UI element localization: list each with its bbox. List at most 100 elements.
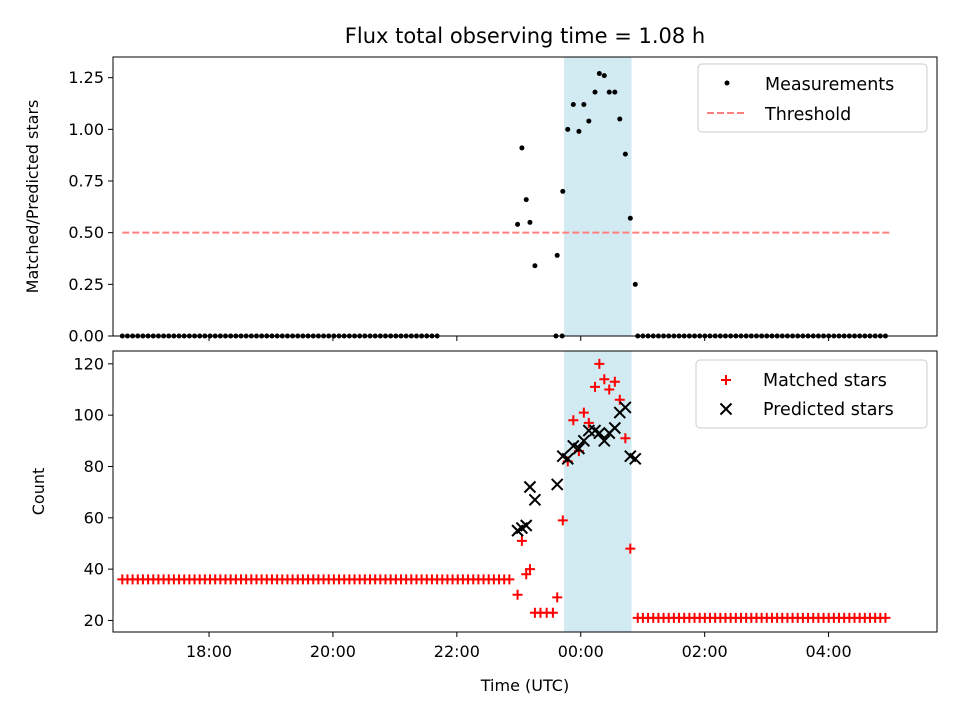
star-count-marks bbox=[117, 358, 891, 623]
matched-star-point bbox=[552, 592, 563, 603]
matched-star-point bbox=[880, 612, 891, 623]
measurement-point bbox=[592, 89, 598, 95]
predicted-star-point bbox=[561, 452, 574, 465]
predicted-star-point bbox=[608, 421, 622, 435]
matched-star-point bbox=[625, 543, 636, 554]
flux-ratio-y-tick-label: 0.25 bbox=[68, 275, 104, 294]
matched-star-point bbox=[504, 574, 515, 585]
matched-star-point bbox=[557, 515, 568, 526]
measurement-point bbox=[519, 145, 525, 151]
star-count-x-tick-label: 20:00 bbox=[310, 642, 356, 661]
measurement-point bbox=[523, 197, 529, 203]
measurement-point bbox=[632, 281, 638, 287]
measurement-point bbox=[515, 221, 521, 227]
flux-ratio-y-tick-label: 1.00 bbox=[68, 120, 104, 139]
measurement-point bbox=[570, 102, 576, 108]
star-count-legend-box bbox=[695, 359, 928, 429]
star-count-axes-frame bbox=[112, 350, 938, 633]
predicted-star-point bbox=[629, 452, 642, 465]
matched-star-point bbox=[604, 384, 615, 395]
observing-window-shade-top bbox=[564, 57, 632, 336]
matched-star-point bbox=[599, 374, 610, 385]
measurement-point bbox=[581, 102, 587, 108]
predicted-star-point bbox=[598, 434, 611, 448]
predicted-star-point bbox=[551, 478, 564, 491]
measurement-point bbox=[532, 263, 538, 269]
predicted-star-point bbox=[523, 480, 537, 494]
legend-threshold-label: Threshold bbox=[764, 105, 851, 125]
flux-ratio-y-tick-label: 0.75 bbox=[68, 172, 104, 191]
star-count-y-tick-label: 100 bbox=[73, 406, 104, 425]
flux-ratio-y-axis-label: Matched/Predicted stars bbox=[23, 100, 42, 294]
flux-ratio-y-tick-label: 0.50 bbox=[68, 223, 104, 242]
measurement-point bbox=[622, 151, 628, 157]
flux-ratio-legend-box bbox=[697, 63, 928, 133]
matched-star-point bbox=[547, 607, 558, 618]
measurement-point bbox=[576, 128, 582, 134]
legend-x-symbol bbox=[719, 402, 733, 416]
predicted-star-point bbox=[619, 401, 632, 414]
star-count-panel: 20 40 60 80 100 120 18:00 20:00 22:00 00:00 02:00… bbox=[29, 350, 938, 695]
matched-star-point bbox=[594, 358, 605, 369]
flux-ratio-x-ticks bbox=[208, 336, 830, 341]
time-x-axis-label: Time (UTC) bbox=[480, 676, 569, 695]
matched-star-point bbox=[568, 415, 579, 426]
measurement-point bbox=[565, 126, 571, 132]
matched-star-point bbox=[583, 417, 594, 428]
predicted-star-point bbox=[520, 519, 533, 532]
measurement-point bbox=[554, 252, 560, 258]
star-count-x-tick-label: 04:00 bbox=[806, 642, 852, 661]
matched-star-point bbox=[590, 381, 601, 392]
star-count-x-tick-label: 22:00 bbox=[434, 642, 480, 661]
matched-star-point bbox=[521, 569, 532, 580]
matched-star-point bbox=[609, 376, 620, 387]
flux-ratio-axes-frame bbox=[112, 56, 938, 337]
star-count-y-ticks: 20 40 60 80 100 120 bbox=[73, 354, 113, 630]
measurement-point bbox=[601, 73, 607, 79]
star-count-y-tick-label: 80 bbox=[84, 457, 104, 476]
matched-star-point bbox=[512, 589, 523, 600]
star-count-x-ticks: 18:00 20:00 22:00 00:00 02:00 04:00 bbox=[186, 632, 852, 661]
flux-ratio-legend: Measurements Threshold bbox=[697, 63, 928, 133]
measurement-point bbox=[527, 219, 533, 225]
legend-matched-stars-marker bbox=[721, 375, 731, 385]
predicted-star-point bbox=[577, 434, 591, 448]
chart-title: Flux total observing time = 1.08 h bbox=[345, 24, 705, 48]
star-count-x-tick-label: 00:00 bbox=[558, 642, 604, 661]
matched-star-point bbox=[578, 407, 589, 418]
measurement-point bbox=[596, 71, 602, 77]
legend-plus-symbol bbox=[721, 375, 731, 385]
predicted-star-point bbox=[572, 442, 586, 455]
measurement-point bbox=[617, 116, 623, 122]
star-count-y-tick-label: 60 bbox=[84, 508, 104, 527]
matched-star-point bbox=[516, 535, 527, 546]
measurement-point bbox=[586, 118, 592, 124]
star-count-y-tick-label: 40 bbox=[84, 560, 104, 579]
flux-ratio-y-ticks: 0.00 0.25 0.50 0.75 1.00 1.25 bbox=[68, 68, 113, 346]
observing-window-shade-bottom bbox=[564, 351, 632, 632]
star-count-y-tick-label: 20 bbox=[84, 611, 104, 630]
measurement-point bbox=[612, 89, 618, 95]
legend-measurements-marker bbox=[724, 80, 730, 86]
measurement-point bbox=[606, 89, 612, 95]
measurement-point bbox=[560, 188, 566, 194]
matched-star-point bbox=[524, 564, 535, 575]
predicted-star-point bbox=[593, 426, 606, 440]
count-y-axis-label: Count bbox=[29, 468, 48, 516]
star-count-y-tick-label: 120 bbox=[73, 354, 104, 373]
flux-ratio-panel: 0.00 0.25 0.50 0.75 1.00 1.25 Flux total obse… bbox=[23, 24, 938, 346]
star-count-x-tick-label: 02:00 bbox=[682, 642, 728, 661]
star-count-x-tick-label: 18:00 bbox=[186, 642, 232, 661]
star-count-legend: Matched stars Predicted stars bbox=[695, 359, 928, 429]
legend-predicted-stars-label: Predicted stars bbox=[763, 400, 894, 420]
flux-ratio-y-tick-label: 1.25 bbox=[68, 68, 104, 87]
observing-window-band bbox=[564, 57, 632, 336]
legend-measurements-label: Measurements bbox=[765, 75, 894, 95]
measurement-point bbox=[627, 215, 633, 221]
legend-matched-stars-label: Matched stars bbox=[763, 371, 887, 391]
predicted-star-point bbox=[528, 493, 542, 507]
matched-star-point bbox=[620, 433, 631, 444]
legend-dot-symbol bbox=[724, 80, 730, 86]
observing-window-band bbox=[564, 351, 632, 632]
